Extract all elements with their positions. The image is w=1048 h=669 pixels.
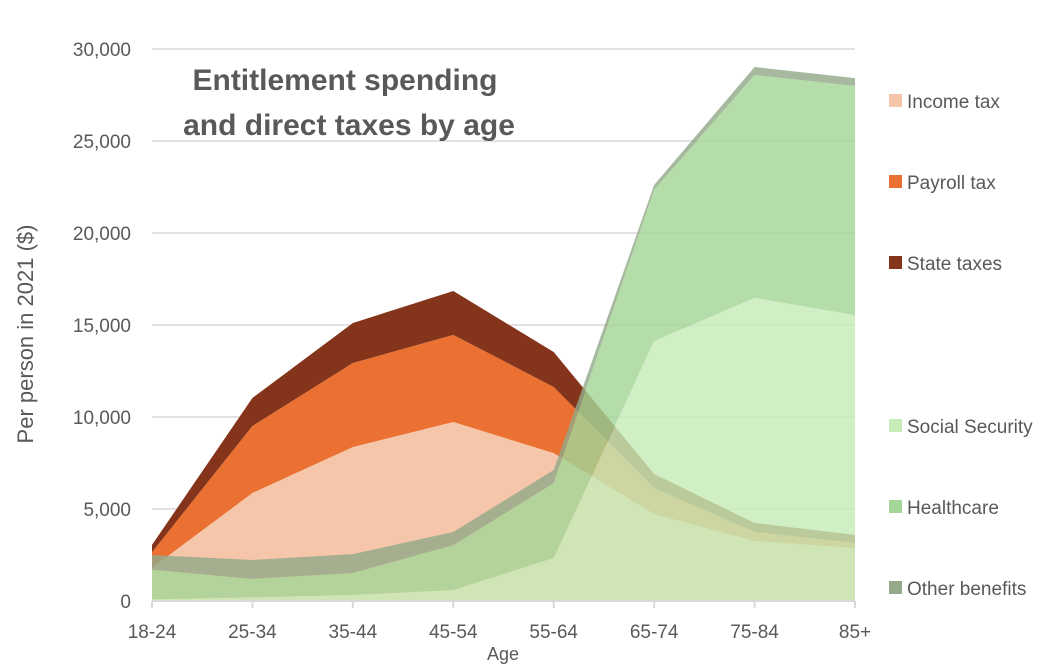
chart-title-line-1: Entitlement spending	[192, 64, 497, 97]
legend-swatch	[889, 175, 902, 188]
chart-title-line-2: and direct taxes by age	[183, 109, 515, 142]
legend-item-social-security: Social Security	[889, 417, 1033, 438]
legend-label: Other benefits	[907, 579, 1026, 600]
x-tick-label: 25-34	[228, 622, 277, 643]
legend-swatch	[889, 419, 902, 432]
y-axis-title: Per person in 2021 ($)	[13, 225, 38, 444]
x-tick-label: 75-84	[730, 622, 779, 643]
legend-swatch	[889, 256, 902, 269]
legend-item-state-taxes: State taxes	[889, 254, 1002, 275]
y-tick-label: 10,000	[73, 408, 131, 429]
y-tick-labels: 0 5,000 10,000 15,000 20,000 25,000 30,000	[73, 40, 131, 613]
legend-label: Social Security	[907, 417, 1033, 438]
axes	[151, 600, 856, 608]
x-tick-labels: 18-24 25-34 35-44 45-54 55-64 65-74 75-84 85+	[128, 622, 871, 643]
legend-swatch	[889, 94, 902, 107]
area-healthcare	[152, 74, 855, 600]
x-tick-label: 18-24	[128, 622, 177, 643]
x-tick-label: 35-44	[329, 622, 378, 643]
x-tick-label: 85+	[839, 622, 871, 643]
legend: Income tax Payroll tax State taxes Social S…	[889, 92, 1033, 600]
legend-swatch	[889, 581, 902, 594]
y-tick-label: 30,000	[73, 40, 131, 61]
x-axis-title: Age	[487, 644, 519, 664]
area-social-security	[152, 298, 855, 601]
x-tick-label: 45-54	[429, 622, 478, 643]
benefit-areas	[152, 67, 855, 601]
legend-item-other-benefits: Other benefits	[889, 579, 1026, 600]
legend-swatch	[889, 500, 902, 513]
x-tick-label: 55-64	[529, 622, 578, 643]
legend-item-healthcare: Healthcare	[889, 498, 999, 519]
y-tick-label: 5,000	[83, 500, 131, 521]
x-tick-label: 65-74	[630, 622, 679, 643]
legend-label: Healthcare	[907, 498, 999, 519]
legend-item-payroll-tax: Payroll tax	[889, 173, 996, 194]
legend-label: State taxes	[907, 254, 1002, 275]
legend-label: Income tax	[907, 92, 1000, 113]
y-tick-label: 25,000	[73, 132, 131, 153]
y-tick-label: 20,000	[73, 224, 131, 245]
legend-label: Payroll tax	[907, 173, 996, 194]
y-tick-label: 15,000	[73, 316, 131, 337]
y-tick-label: 0	[120, 592, 131, 613]
legend-item-income-tax: Income tax	[889, 92, 1000, 113]
